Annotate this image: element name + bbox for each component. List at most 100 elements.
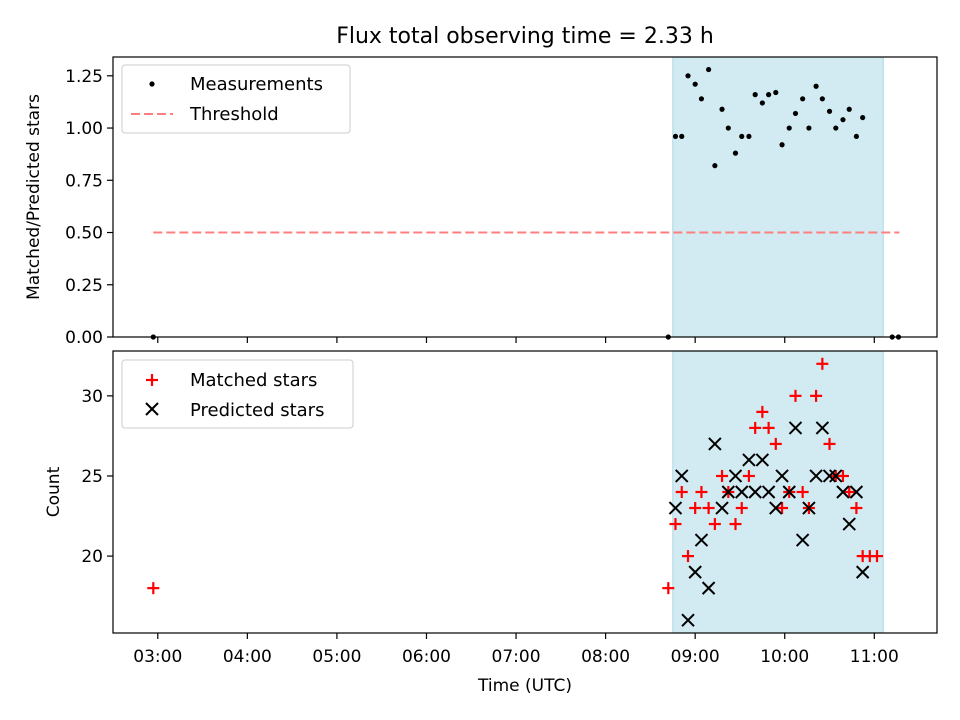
matched-star-point [662,582,675,595]
measurement-point [833,125,839,131]
matched-star-point [836,469,849,482]
measurement-points [150,66,902,340]
measurement-point [840,117,846,123]
bottom-y-axis-label: Count [44,466,64,517]
top-y-tick-label: 0.00 [65,328,103,348]
x-tick-label: 05:00 [312,647,361,667]
measurement-point [766,92,772,98]
matched-star-point [776,502,789,515]
x-tick-label: 03:00 [133,647,182,667]
predicted-star-point [829,469,843,483]
matched-star-point [870,550,883,563]
matched-star-point [729,518,742,531]
measurement-point [860,114,866,121]
bottom-legend-box [121,359,354,429]
bottom-axes-frame [112,350,938,634]
bottom-y-tick-label: 30 [81,387,103,407]
matched-star-point [708,518,721,531]
measurement-point [786,125,792,131]
predicted-star-point [681,613,695,627]
bottom-y-tick-label: 20 [81,547,103,567]
predicted-star-point [795,533,810,547]
matched-star-point [147,582,160,595]
top-y-tick-label: 0.75 [65,171,103,191]
x-tick-label: 06:00 [402,647,451,667]
x-axis-label: Time (UTC) [477,676,572,696]
predicted-star-point [842,517,856,531]
measurement-point [800,96,806,102]
legend-threshold-label: Threshold [189,104,279,125]
matched-star-point [789,389,802,402]
measurement-point [706,66,712,73]
measurement-point [719,106,725,112]
measurement-point [746,133,752,140]
predicted-star-point [761,485,776,499]
bottom-y-ticks: 20 25 30 [81,387,113,567]
predicted-star-point [688,565,702,579]
count-points [147,357,883,627]
predicted-star-point [788,421,803,435]
measurement-point [853,133,859,140]
matched-star-point [716,469,729,482]
x-tick-label: 04:00 [223,647,272,667]
matched-star-point [742,469,755,482]
predicted-star-point [822,469,837,483]
x-tick-label: 10:00 [760,647,809,667]
matched-star-point [756,405,769,418]
top-shaded-span [672,56,884,338]
predicted-star-point [748,485,762,499]
predicted-star-point [855,565,870,579]
predicted-star-point [836,485,850,499]
legend-measurements-label: Measurements [190,74,323,95]
legend-matched-marker [146,374,158,386]
matched-star-point [810,389,823,402]
top-y-tick-label: 0.25 [65,276,103,296]
matched-star-point [796,486,809,498]
measurement-point [752,92,758,98]
matched-star-point [843,486,856,498]
predicted-star-point [849,485,864,499]
top-axes-frame [112,56,938,338]
legend-measurements-marker [149,81,155,87]
measurement-point [813,83,819,89]
measurement-point [739,133,745,140]
top-legend: Measurements Threshold [121,64,351,134]
measurement-point [779,142,785,148]
matched-star-point [823,437,836,450]
top-y-tick-label: 1.25 [65,67,103,87]
predicted-star-point [708,437,722,451]
legend-predicted-label: Predicted stars [190,400,324,421]
matched-star-point [762,421,775,434]
x-tick-label: 11:00 [850,647,899,667]
predicted-star-point [668,501,683,515]
predicted-star-point [675,469,689,483]
matched-star-point [749,421,762,434]
x-tick-label: 09:00 [671,647,720,667]
predicted-star-point [775,469,789,483]
predicted-star-point [809,469,823,483]
matched-star-point [850,502,863,515]
x-tick-label: 08:00 [581,647,630,667]
bottom-y-tick-label: 25 [81,467,103,487]
matched-star-point [695,486,708,498]
predicted-star-point [769,501,783,515]
matched-star-point [669,518,682,531]
predicted-star-point [694,533,709,547]
matched-star-point [682,550,695,563]
measurement-point [819,96,825,102]
top-y-ticks: 0.00 0.25 0.50 0.75 1.00 1.25 [65,67,113,348]
top-panel: 0.00 0.25 0.50 0.75 1.00 1.25 Matched/Predict… [24,56,938,348]
measurement-point [685,73,691,79]
predicted-star-point [802,501,816,515]
top-y-tick-label: 1.00 [65,119,103,139]
predicted-star-point [755,453,770,467]
matched-star-point [816,357,829,370]
matched-star-point [769,437,782,450]
predicted-star-point [742,453,756,467]
predicted-star-point [728,469,743,483]
measurement-point [806,125,812,131]
legend-matched-label: Matched stars [190,370,317,391]
predicted-star-point [782,485,796,499]
legend-predicted-marker [145,402,159,416]
